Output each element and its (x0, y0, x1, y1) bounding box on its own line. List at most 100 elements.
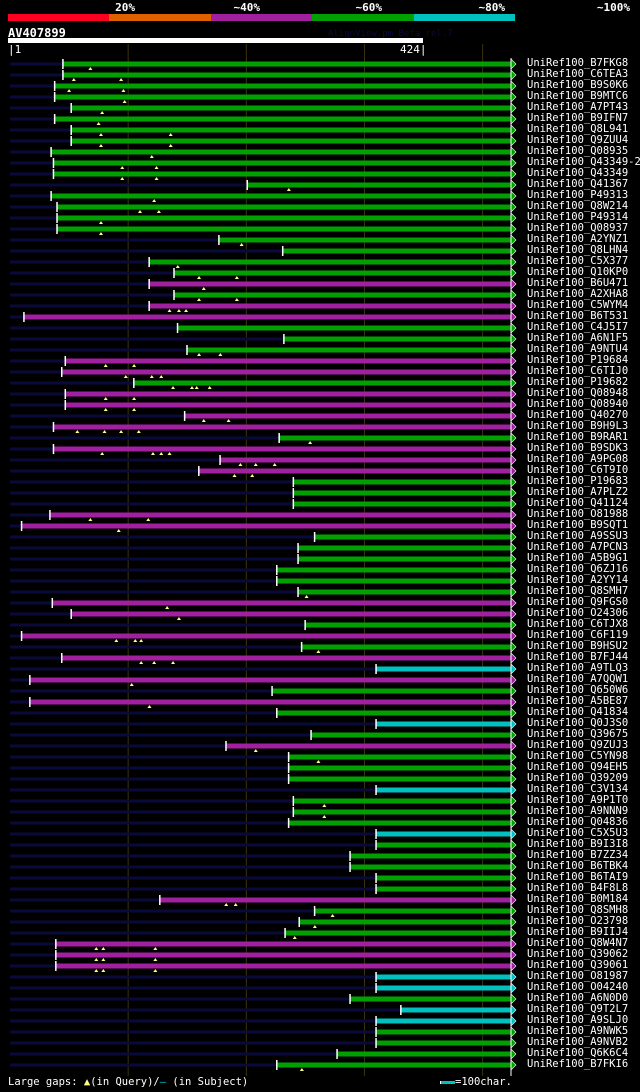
hit-label[interactable]: UniRef100_Q08940 (527, 398, 629, 410)
hit-row[interactable] (10, 278, 517, 290)
hit-row[interactable] (10, 432, 517, 444)
hit-label[interactable]: UniRef100_Q10KP0 (527, 266, 629, 278)
hit-row[interactable] (10, 245, 517, 257)
hit-row[interactable] (10, 322, 517, 334)
hit-row[interactable] (10, 817, 517, 829)
hit-row[interactable] (10, 960, 517, 972)
hit-row[interactable] (10, 267, 517, 279)
hit-row[interactable] (10, 718, 517, 730)
hit-label[interactable]: UniRef100_B9MTC6 (527, 90, 629, 102)
hit-label[interactable]: UniRef100_C6T9I0 (527, 464, 629, 476)
hit-row[interactable] (10, 388, 517, 400)
hit-label[interactable]: UniRef100_A9TLQ3 (527, 662, 629, 674)
hit-row[interactable] (10, 201, 517, 213)
hit-row[interactable] (10, 234, 517, 246)
hit-label[interactable]: UniRef100_C6TEA3 (527, 68, 629, 80)
hit-row[interactable] (10, 520, 517, 532)
hit-row[interactable] (10, 938, 517, 950)
hit-label[interactable]: UniRef100_P49314 (527, 211, 629, 223)
hit-row[interactable] (10, 784, 517, 796)
hit-label[interactable]: UniRef100_A9SSU3 (527, 530, 629, 542)
hit-label[interactable]: UniRef100_Q8SMH8 (527, 904, 629, 916)
hit-row[interactable] (10, 509, 517, 521)
hit-label[interactable]: UniRef100_C6F119 (527, 629, 629, 641)
hit-label[interactable]: UniRef100_O23798 (527, 915, 629, 927)
hit-label[interactable]: UniRef100_B4F8L8 (527, 882, 629, 894)
hit-row[interactable] (10, 971, 517, 983)
hit-row[interactable] (10, 641, 517, 653)
hit-row[interactable] (10, 883, 517, 895)
hit-label[interactable]: UniRef100_B9RAR1 (527, 431, 629, 443)
hit-row[interactable] (10, 124, 517, 136)
hit-row[interactable] (10, 696, 517, 708)
hit-row[interactable] (10, 839, 517, 851)
hit-row[interactable] (10, 399, 517, 411)
hit-label[interactable]: UniRef100_B7FJ44 (527, 651, 629, 663)
hit-row[interactable] (10, 905, 517, 917)
hit-row[interactable] (10, 102, 517, 114)
hit-row[interactable] (10, 80, 517, 92)
hit-row[interactable] (10, 333, 517, 345)
hit-label[interactable]: UniRef100_A7PT43 (527, 101, 629, 113)
hit-row[interactable] (10, 487, 517, 499)
hit-label[interactable]: UniRef100_C6TIJ0 (527, 365, 629, 377)
hit-row[interactable] (10, 619, 517, 631)
hit-row[interactable] (10, 542, 517, 554)
hit-label[interactable]: UniRef100_A9P1T0 (527, 794, 629, 806)
hit-row[interactable] (10, 476, 517, 488)
hit-label[interactable]: UniRef100_B7FKG8 (527, 57, 629, 69)
hit-row[interactable] (10, 828, 517, 840)
hit-label[interactable]: UniRef100_P19682 (527, 376, 629, 388)
hit-row[interactable] (10, 685, 517, 697)
hit-row[interactable] (10, 861, 517, 873)
hit-label[interactable]: UniRef100_A7PCN3 (527, 541, 629, 553)
hit-row[interactable] (10, 113, 517, 125)
hit-row[interactable] (10, 410, 517, 422)
hit-label[interactable]: UniRef100_Q6ZJ16 (527, 563, 629, 575)
hit-row[interactable] (10, 531, 517, 543)
hit-row[interactable] (10, 1048, 517, 1060)
hit-row[interactable] (10, 157, 517, 169)
hit-label[interactable]: UniRef100_B9S0K6 (527, 79, 629, 91)
hit-label[interactable]: UniRef100_Q08935 (527, 145, 629, 157)
hit-label[interactable]: UniRef100_Q8W4N7 (527, 937, 629, 949)
hit-label[interactable]: UniRef100_B7ZZ34 (527, 849, 629, 861)
hit-label[interactable]: UniRef100_A9NNN9 (527, 805, 629, 817)
hit-row[interactable] (10, 366, 517, 378)
hit-label[interactable]: UniRef100_B9IIJ4 (527, 926, 629, 938)
hit-label[interactable]: UniRef100_Q39062 (527, 948, 629, 960)
hit-row[interactable] (10, 465, 517, 477)
hit-row[interactable] (10, 355, 517, 367)
hit-row[interactable] (10, 1026, 517, 1038)
hit-label[interactable]: UniRef100_Q41834 (527, 706, 629, 718)
hit-label[interactable]: UniRef100_C3V134 (527, 783, 629, 795)
hit-row[interactable] (10, 663, 517, 675)
hit-row[interactable] (10, 256, 517, 268)
hit-label[interactable]: UniRef100_A9NWK5 (527, 1025, 629, 1037)
hit-row[interactable] (10, 916, 517, 928)
hit-label[interactable]: UniRef100_A9NVB2 (527, 1036, 629, 1048)
hit-label[interactable]: UniRef100_A7PLZ2 (527, 486, 629, 498)
hit-row[interactable] (10, 740, 517, 752)
hit-label[interactable]: UniRef100_O81987 (527, 970, 629, 982)
hit-label[interactable]: UniRef100_Q08948 (527, 387, 629, 399)
hit-row[interactable] (10, 949, 517, 961)
hit-row[interactable] (10, 553, 517, 565)
hit-row[interactable] (10, 58, 517, 70)
hit-label[interactable]: UniRef100_Q8LHN4 (527, 244, 629, 256)
hit-row[interactable] (10, 91, 517, 103)
hit-label[interactable]: UniRef100_O24306 (527, 607, 629, 619)
hit-label[interactable]: UniRef100_Q39209 (527, 772, 629, 784)
hit-row[interactable] (10, 1059, 517, 1071)
hit-row[interactable] (10, 289, 517, 301)
hit-row[interactable] (10, 1004, 517, 1016)
hit-label[interactable]: UniRef100_Q43349 (527, 167, 629, 179)
hit-label[interactable]: UniRef100_B6T531 (527, 310, 629, 322)
hit-label[interactable]: UniRef100_Q08937 (527, 222, 629, 234)
hit-row[interactable] (10, 498, 517, 510)
hit-label[interactable]: UniRef100_Q650W6 (527, 684, 629, 696)
hit-row[interactable] (10, 300, 517, 312)
hit-label[interactable]: UniRef100_P19684 (527, 354, 629, 366)
hit-row[interactable] (10, 795, 517, 807)
hit-label[interactable]: UniRef100_A9NTU4 (527, 343, 629, 355)
